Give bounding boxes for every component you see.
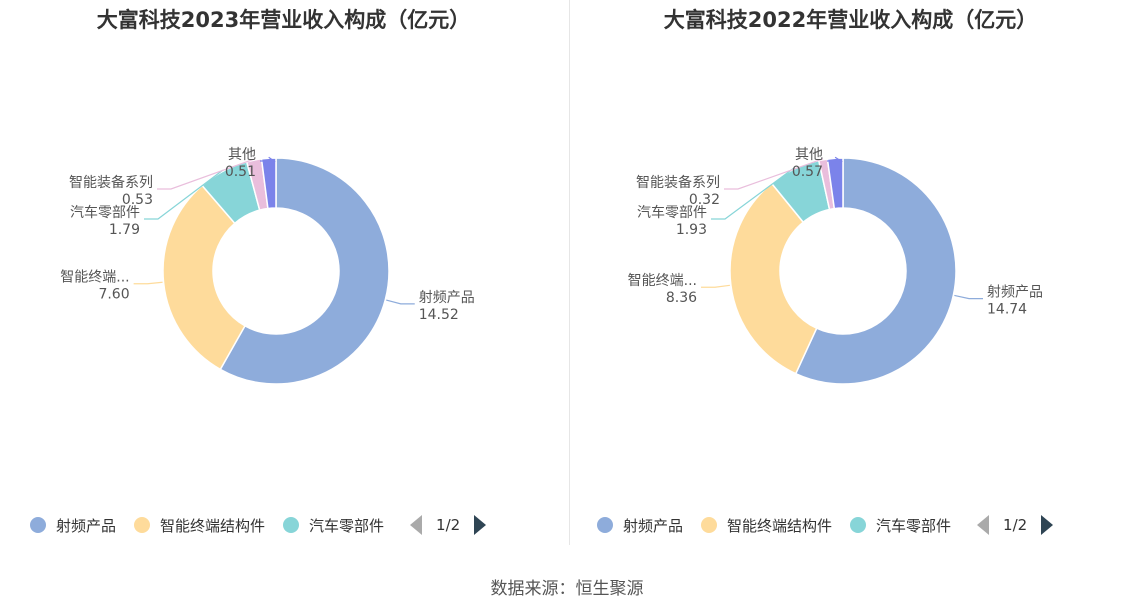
legend-next-icon[interactable] (1041, 515, 1054, 535)
data-label-name: 其他 (228, 147, 256, 163)
data-label-name: 射频产品 (419, 290, 475, 306)
slice-other[interactable] (826, 157, 844, 210)
legend-marker (701, 517, 718, 533)
legend-pager: 1/2 (977, 515, 1054, 535)
legend-marker (597, 517, 613, 533)
legend-next-icon[interactable] (474, 515, 487, 535)
leader-line-rf (954, 294, 984, 300)
legend-pager: 1/2 (410, 515, 487, 535)
legend-prev-icon[interactable] (410, 515, 423, 535)
data-label-value: 0.57 (792, 164, 823, 180)
legend-label: 射频产品 (56, 516, 117, 535)
panel-divider (569, 0, 570, 545)
slice-rf[interactable] (794, 157, 957, 385)
leader-line-auto (711, 167, 794, 220)
data-label-name: 智能装备系列 (636, 174, 720, 191)
legend-item-rf[interactable]: 射频产品 (597, 515, 683, 536)
data-label-name: 其他 (795, 147, 823, 163)
data-source: 数据来源：恒生聚源 (490, 579, 644, 599)
data-label-value: 1.79 (109, 222, 140, 238)
data-label-value: 0.51 (225, 164, 256, 180)
legend-item-terminal[interactable]: 智能终端结构件 (701, 515, 832, 536)
chart-panel-2023: 大富科技2023年营业收入构成（亿元） 射频产品 14.52 智能终端... 7.60… (0, 0, 567, 545)
legend-label: 智能终端结构件 (160, 516, 266, 535)
data-label-value: 0.32 (689, 192, 720, 208)
data-label-name: 智能装备系列 (69, 174, 153, 191)
data-label-name: 汽车零部件 (70, 204, 140, 221)
legend: 射频产品 智能终端结构件 汽车零部件 1/2 (597, 512, 1054, 538)
data-label-value: 8.36 (666, 290, 697, 306)
legend-marker (30, 517, 46, 533)
data-label-value: 14.74 (987, 302, 1027, 318)
leader-line-rf (386, 299, 415, 305)
legend-label: 射频产品 (623, 516, 684, 535)
slice-terminal[interactable] (162, 184, 246, 371)
legend: 射频产品 智能终端结构件 汽车零部件 1/2 (30, 512, 487, 538)
chart-panel-2022: 大富科技2022年营业收入构成（亿元） 射频产品 14.74 智能终端... 8.36… (567, 0, 1134, 545)
legend-marker (283, 517, 300, 533)
data-label-name: 汽车零部件 (637, 204, 707, 221)
leader-line-equipment (157, 158, 255, 190)
leader-line-terminal (701, 284, 730, 288)
legend-marker (850, 517, 867, 533)
data-label-name: 射频产品 (987, 285, 1043, 301)
slice-rf[interactable] (219, 157, 390, 385)
leader-line-other (260, 156, 276, 162)
chart-title: 大富科技2022年营业收入构成（亿元） (663, 8, 1038, 32)
legend-prev-icon[interactable] (977, 515, 990, 535)
slice-other[interactable] (260, 157, 277, 210)
legend-page-indicator: 1/2 (436, 516, 461, 534)
legend-item-auto[interactable]: 汽车零部件 (283, 515, 384, 536)
legend-page-indicator: 1/2 (1003, 516, 1028, 534)
legend-label: 汽车零部件 (876, 516, 952, 535)
leader-line-terminal (133, 281, 163, 285)
data-label-value: 1.93 (676, 222, 707, 238)
legend-label: 汽车零部件 (309, 516, 385, 535)
leader-line-equipment (724, 158, 824, 190)
leader-line-other (827, 156, 844, 162)
legend-label: 智能终端结构件 (727, 516, 833, 535)
data-label-name: 智能终端... (628, 273, 697, 289)
leader-line-auto (144, 169, 223, 220)
data-label-value: 0.53 (122, 192, 153, 208)
chart-title: 大富科技2023年营业收入构成（亿元） (96, 8, 471, 32)
data-label-value: 14.52 (419, 307, 459, 323)
legend-item-terminal[interactable]: 智能终端结构件 (134, 515, 265, 536)
legend-item-rf[interactable]: 射频产品 (30, 515, 116, 536)
data-label-name: 智能终端... (60, 270, 129, 286)
legend-marker (134, 517, 151, 533)
legend-item-auto[interactable]: 汽车零部件 (850, 515, 951, 536)
data-label-value: 7.60 (98, 287, 129, 303)
